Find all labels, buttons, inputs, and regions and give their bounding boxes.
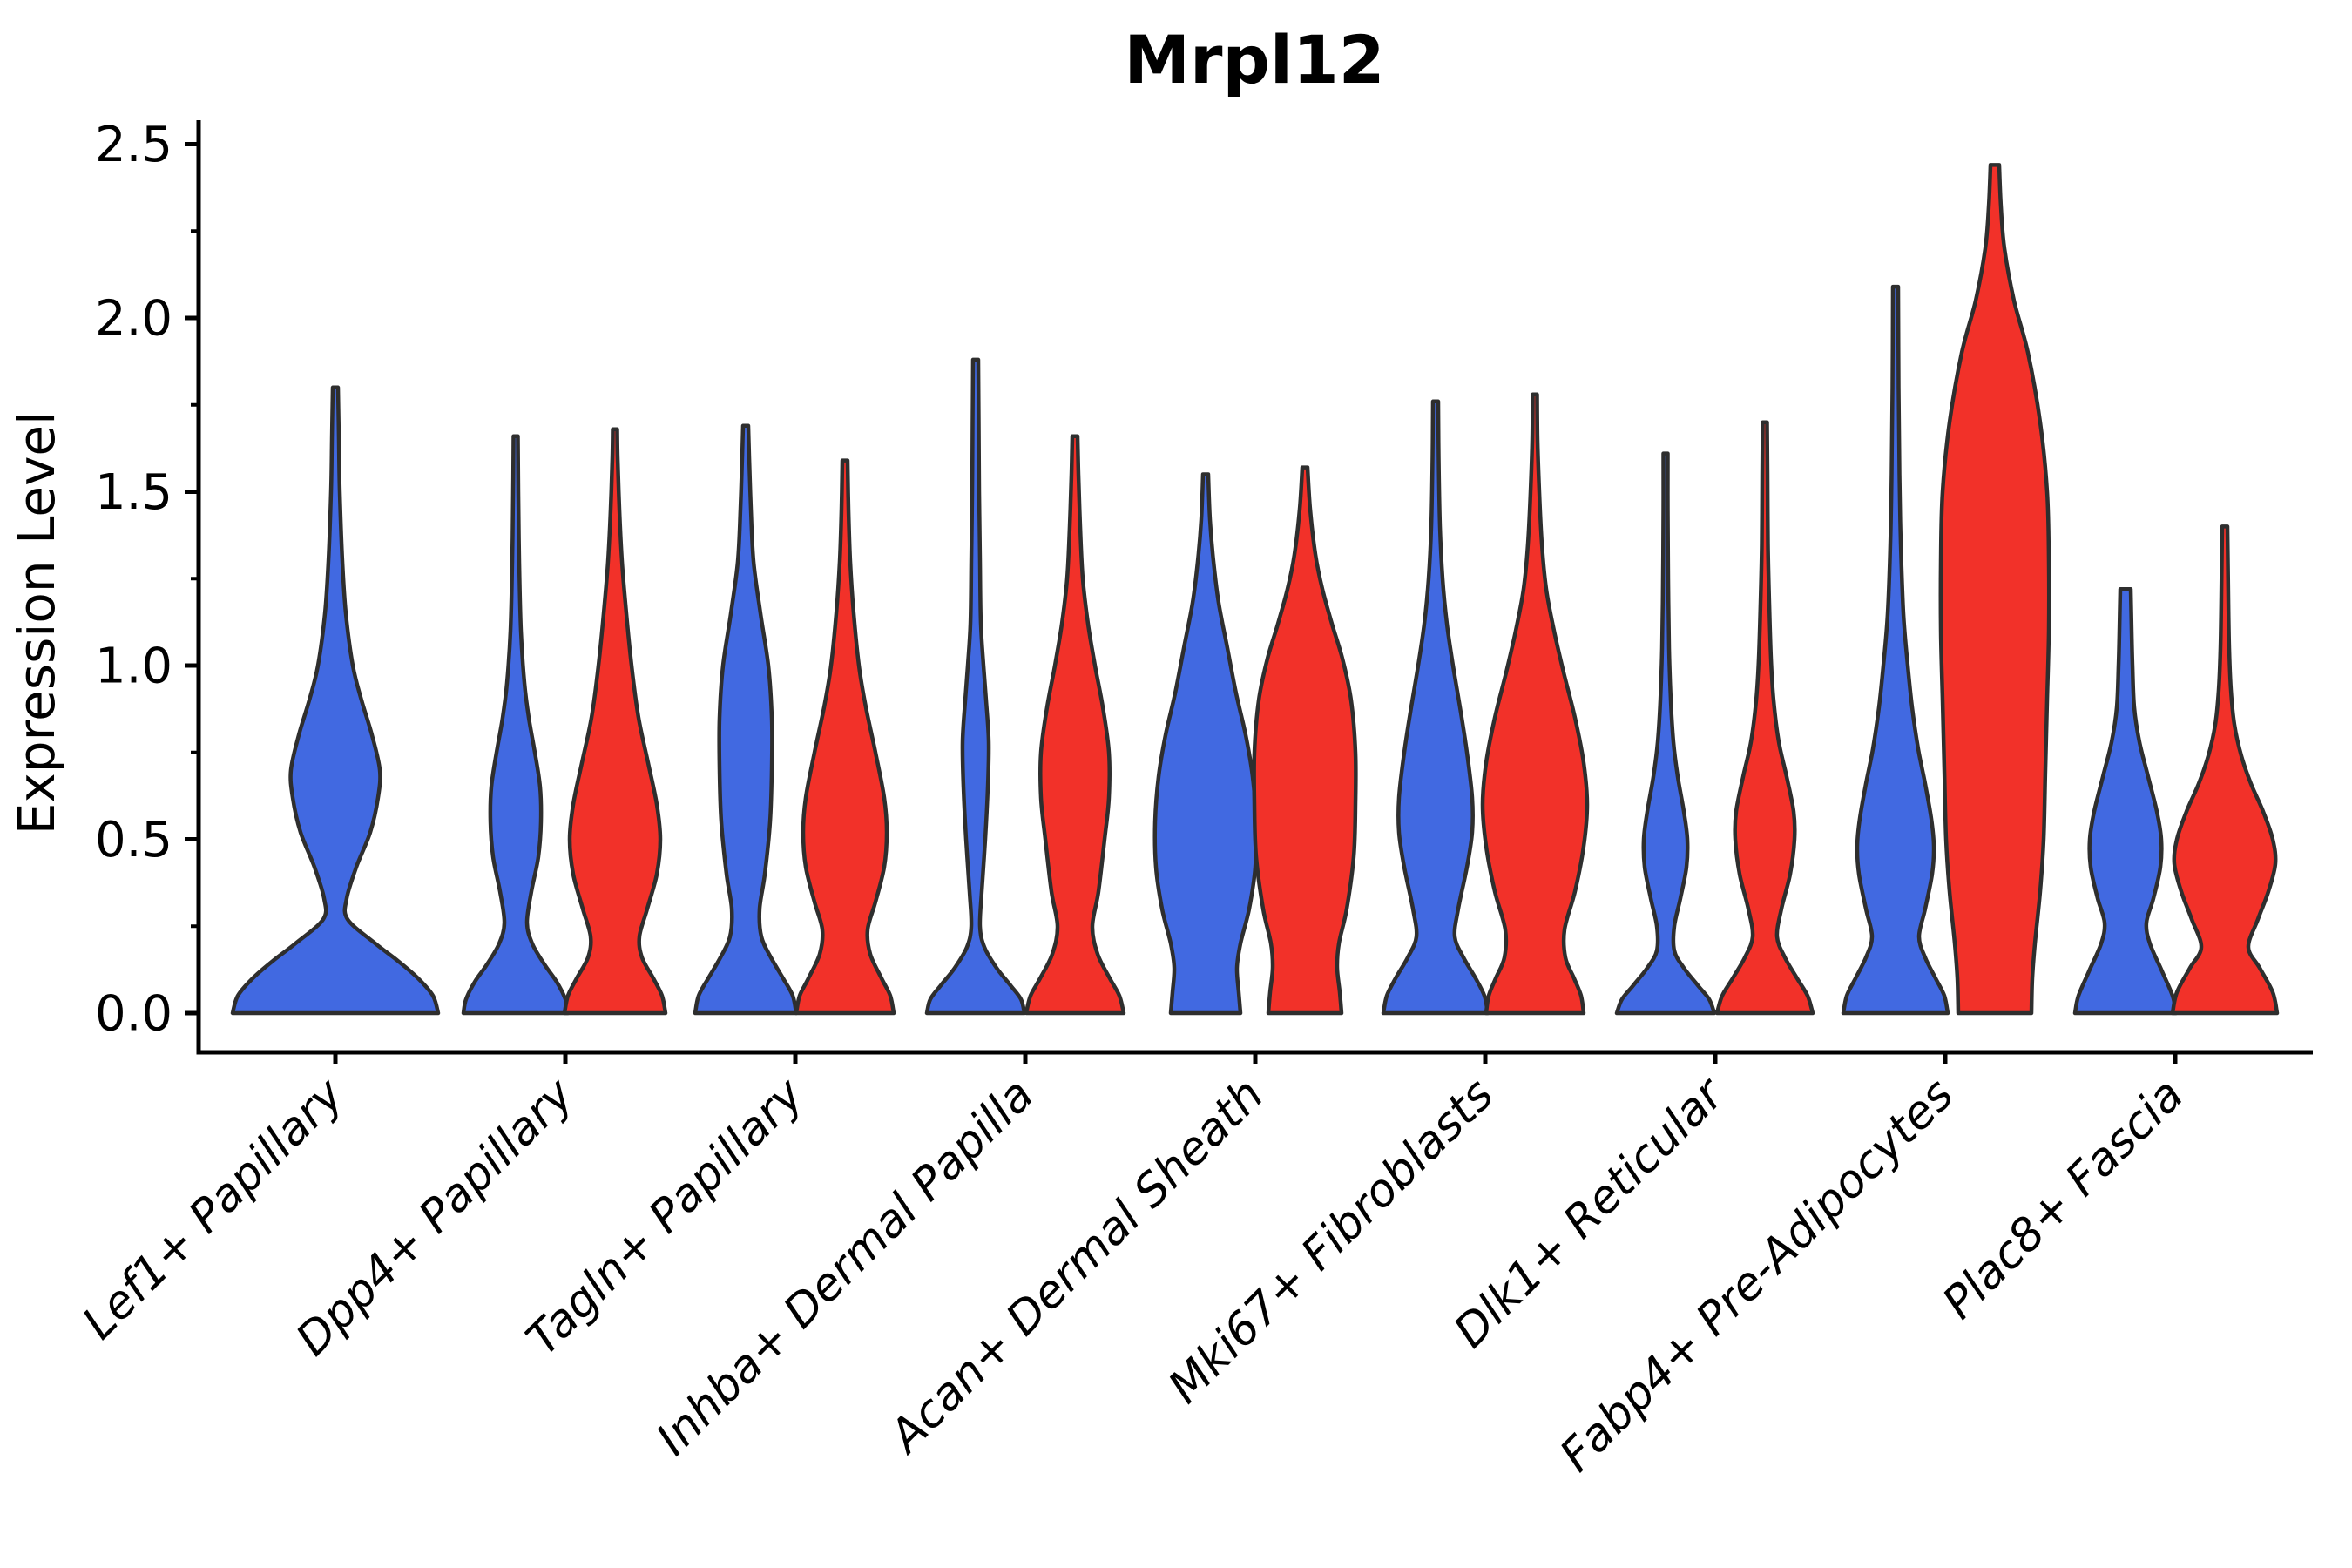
violin-tagln-papillary-condition-2: [794, 458, 896, 1016]
violin-fabp4-pre-adipocytes-condition-2: [1938, 163, 2051, 1016]
y-tick-label: 0.0: [95, 986, 172, 1043]
violin-tagln-papillary-condition-1: [693, 423, 799, 1016]
axes-layer: [185, 120, 2313, 1064]
violin-plac8-fascia-condition-1: [2072, 586, 2179, 1016]
violin-fabp4-pre-adipocytes-condition-1: [1841, 284, 1950, 1016]
x-tick-label-fabp4-pre-adipocytes: Fabp4+ Pre-Adipocytes: [1551, 1069, 1964, 1483]
y-axis-label: Expression Level: [7, 411, 66, 835]
y-tick-label: 2.0: [95, 291, 172, 348]
violin-inhba-dermal-papilla-condition-2: [1024, 434, 1126, 1016]
violin-dpp4-papillary-condition-2: [562, 427, 668, 1016]
y-tick-label: 1.0: [95, 639, 172, 695]
violin-lef1-papillary-condition-1: [230, 385, 441, 1016]
violin-mki67-fibroblasts-condition-1: [1381, 399, 1490, 1016]
y-tick-label: 1.5: [95, 464, 172, 521]
violin-inhba-dermal-papilla-condition-1: [924, 357, 1027, 1016]
violin-dlk1-reticular-condition-2: [1714, 420, 1815, 1016]
violin-dpp4-papillary-condition-1: [461, 434, 571, 1016]
violin-dlk1-reticular-condition-1: [1614, 451, 1717, 1016]
violin-plac8-fascia-condition-2: [2170, 524, 2280, 1016]
violin-mki67-fibroblasts-condition-2: [1480, 392, 1590, 1016]
y-tick-label: 2.5: [95, 117, 172, 173]
violin-acan-dermal-sheath-condition-1: [1152, 472, 1259, 1016]
violins-layer: [230, 163, 2280, 1016]
chart-title: Mrpl12: [1124, 21, 1384, 98]
x-tick-label-inhba-dermal-papilla: Inhba+ Dermal Papilla: [646, 1069, 1044, 1466]
y-tick-label: 0.5: [95, 812, 172, 868]
x-tick-label-plac8-fascia: Plac8+ Fascia: [1933, 1069, 2193, 1329]
x-tick-label-acan-dermal-sheath: Acan+ Dermal Sheath: [878, 1069, 1274, 1464]
violin-acan-dermal-sheath-condition-2: [1252, 465, 1358, 1016]
